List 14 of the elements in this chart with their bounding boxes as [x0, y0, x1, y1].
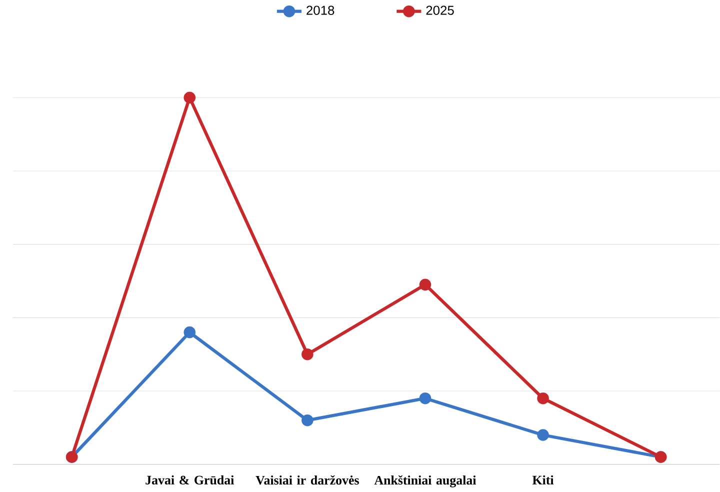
point: [184, 92, 196, 104]
x-tick-label: Vaisiai ir daržovės: [256, 475, 359, 485]
legend-label: 2018: [306, 6, 334, 15]
point: [184, 326, 196, 338]
x-tick-label: Ankštiniai augalai: [374, 475, 476, 488]
legend-label: 2025: [426, 6, 454, 15]
x-tick-label: Javai & Grūdai: [146, 475, 234, 484]
point: [302, 348, 314, 360]
point: [302, 414, 314, 426]
point: [419, 392, 432, 404]
point: [537, 429, 549, 441]
point: [537, 392, 549, 404]
point: [419, 278, 432, 290]
x-tick-label: Kiti: [532, 475, 554, 484]
